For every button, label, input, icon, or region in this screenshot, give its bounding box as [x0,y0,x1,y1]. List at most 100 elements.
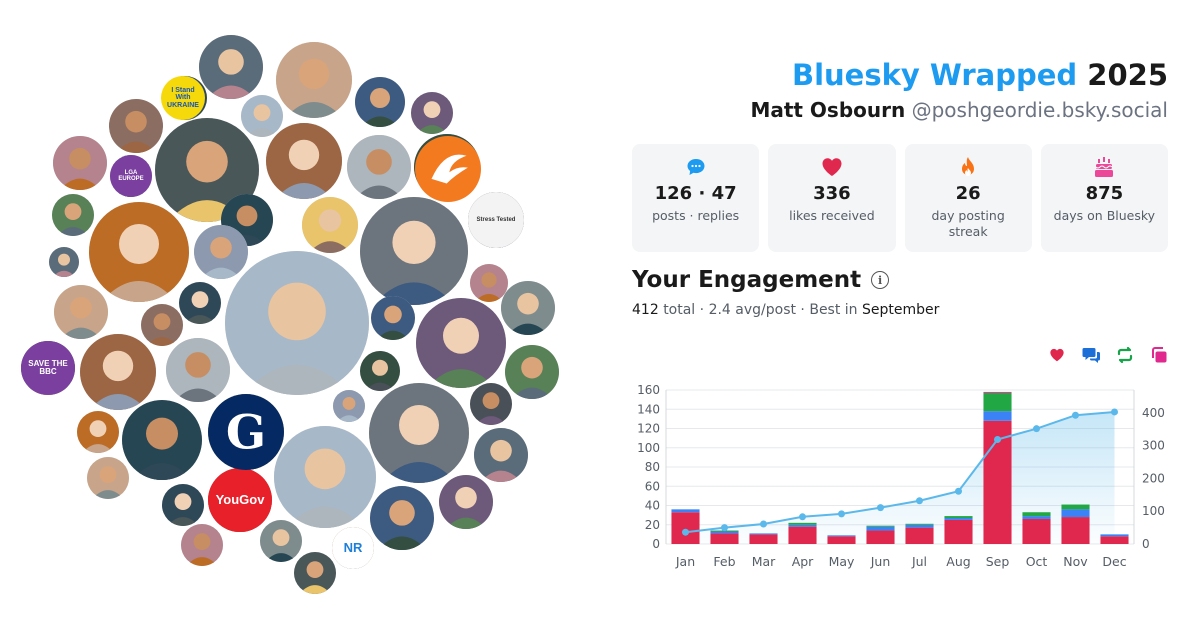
y-tick-label: 80 [645,460,660,474]
y2-tick-label: 200 [1142,471,1165,485]
bar-segment-nov [1061,517,1090,544]
avatar[interactable] [294,552,336,594]
avatar[interactable] [347,135,411,199]
bar-segment-oct [1022,518,1051,544]
avatar[interactable] [411,92,453,134]
lga-europe-avatar[interactable]: LGA EUROPE [110,155,152,197]
stat-card-streak: 26 day posting streak [904,144,1032,252]
avatar[interactable] [225,251,369,395]
avatar[interactable] [302,197,358,253]
yougov-avatar[interactable]: YouGov [208,468,272,532]
avatar[interactable] [166,338,230,402]
x-tick-label: Aug [946,554,970,569]
avatar[interactable] [155,118,259,222]
avatar[interactable] [141,304,183,346]
avatar[interactable] [505,345,559,399]
bar-segment-apr [788,522,817,525]
engagement-avg: 2.4 avg/post [708,302,796,318]
repost-icon[interactable] [1116,346,1134,364]
cumulative-line [685,410,1115,534]
avatar[interactable] [52,194,94,236]
x-tick-label: Sep [986,554,1010,569]
bar-segment-mar [749,534,778,544]
bar-segment-oct [1022,512,1051,517]
y2-tick-label: 400 [1142,406,1165,420]
engagement-title-row: Your Engagement i [632,264,1168,296]
avatar[interactable] [80,334,156,410]
avatar[interactable] [333,390,365,422]
x-tick-label: May [829,554,855,569]
avatar[interactable] [274,426,376,528]
bar-segment-may [827,536,856,544]
avatar[interactable] [53,136,107,190]
nr-avatar[interactable]: NR [332,527,374,569]
stat-label: day posting streak [931,208,1005,239]
avatar[interactable] [162,484,204,526]
bar-segment-sep [983,392,1012,412]
bar-segment-jul [905,523,934,525]
y-tick-label: 100 [637,441,660,455]
nr-avatar-label: NR [343,540,363,556]
line-point [955,487,962,495]
avatar[interactable] [194,225,248,279]
avatar[interactable] [276,42,352,118]
avatar[interactable] [416,298,506,388]
bar-segment-mar [749,533,778,535]
avatar[interactable] [109,99,163,153]
avatar[interactable] [54,285,108,339]
avatar[interactable] [501,281,555,335]
stress-tested-avatar[interactable]: Stress Tested [468,192,524,248]
avatar[interactable] [77,411,119,453]
heart-icon[interactable] [1048,346,1066,364]
avatar[interactable] [355,77,405,127]
x-tick-label: Jun [870,554,891,569]
info-icon[interactable]: i [871,271,890,289]
line-point [721,524,728,532]
avatar[interactable] [49,247,79,277]
bar-segment-feb [710,533,739,544]
avatar[interactable] [371,296,415,340]
x-tick-label: Nov [1063,554,1088,569]
avatar[interactable] [370,486,434,550]
quote-icon[interactable] [1150,346,1168,364]
y-tick-label: 0 [652,537,660,551]
guardian-logo-avatar[interactable]: G [208,394,284,470]
bar-segment-apr [788,524,817,527]
avatar[interactable] [360,351,400,391]
bar-segment-jan [671,512,700,544]
engagement-chart: 0 20 40 60 80 100 120 140 160 0 100 200 300 400 Jan Feb… [637,383,1165,569]
avatar[interactable] [241,95,283,137]
engagement-total: 412 [632,302,659,318]
stat-card-posts: 126 · 47 posts · replies [632,144,760,252]
avatar[interactable] [360,197,468,305]
bar-segment-jun [866,530,895,544]
stress-tested-avatar-label: Stress Tested [476,216,516,223]
avatar[interactable] [199,35,263,99]
bar-segment-feb [710,531,739,534]
avatar[interactable] [474,428,528,482]
avatar[interactable] [439,475,493,529]
avatar[interactable] [87,457,129,499]
bar-segment-aug [944,518,973,520]
y-tick-label: 140 [637,402,660,416]
save-bbc-avatar[interactable]: SAVE THE BBC [21,341,75,395]
avatar[interactable] [122,400,202,480]
ukraine-avatar[interactable]: I Stand With UKRAINE [161,76,205,120]
bird-logo-avatar[interactable] [415,136,481,202]
y2-tick-label: 300 [1142,439,1165,453]
avatar[interactable] [470,264,508,302]
reply-icon[interactable] [1082,346,1100,364]
avatar[interactable] [369,383,469,483]
avatar[interactable] [89,202,189,302]
avatar[interactable] [470,383,512,425]
y-tick-label: 40 [645,499,660,513]
bar-segment-jan [671,509,700,513]
stat-label: posts · replies [652,208,740,223]
avatar[interactable] [179,282,221,324]
avatar[interactable] [260,520,302,562]
stat-value: 26 [955,183,981,204]
ukraine-avatar-label: I Stand With UKRAINE [167,86,199,109]
line-point [1033,425,1040,433]
avatar[interactable] [266,123,342,199]
avatar[interactable] [181,524,223,566]
